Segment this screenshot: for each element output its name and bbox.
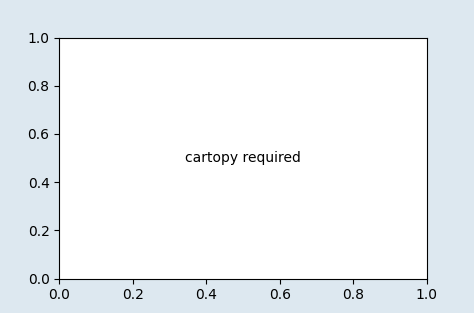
Text: cartopy required: cartopy required [185, 151, 301, 165]
